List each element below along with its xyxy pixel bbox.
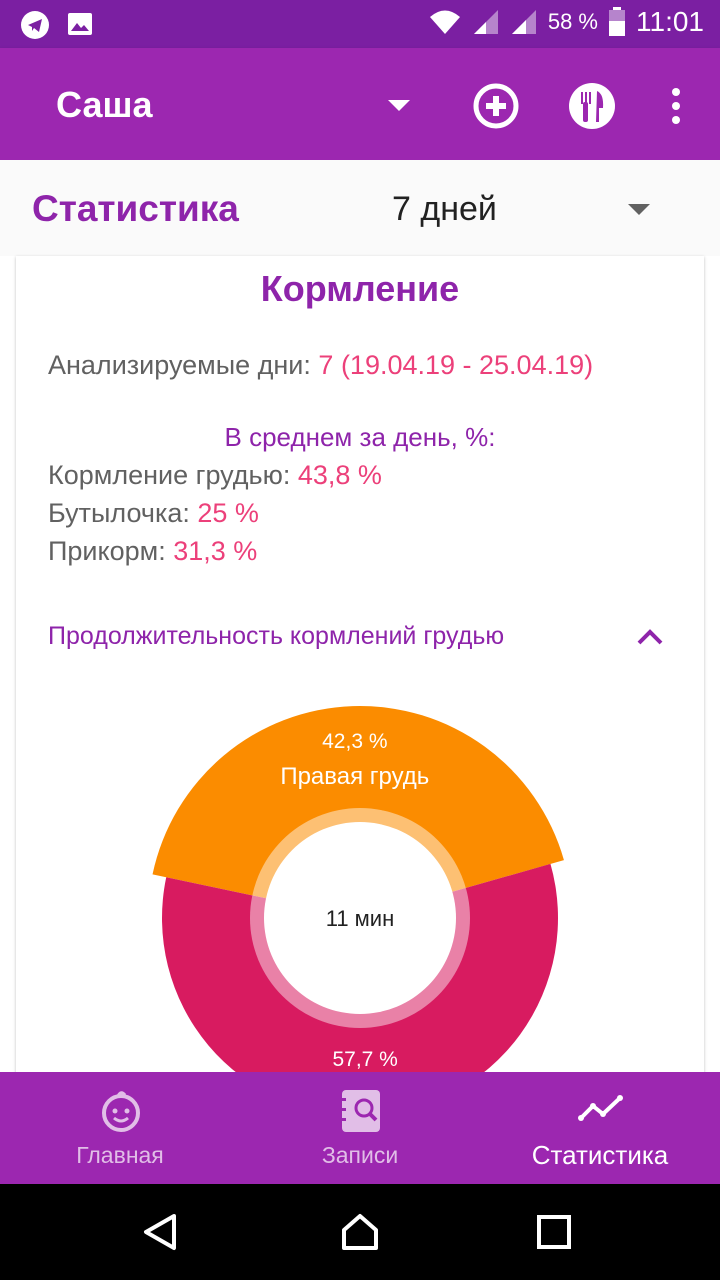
nav-records[interactable]: Записи	[240, 1072, 480, 1184]
solid-label: Прикорм:	[48, 536, 166, 566]
stats-header: Статистика 7 дней	[0, 160, 720, 256]
breast-value: 43,8 %	[297, 460, 382, 490]
center-label: 11 мин	[326, 906, 395, 931]
battery-percent: 58 %	[547, 9, 598, 34]
profile-name[interactable]: Саша	[56, 84, 153, 125]
period-dropdown-icon[interactable]	[628, 204, 650, 215]
nav-home[interactable]: Главная	[0, 1072, 240, 1184]
image-icon	[68, 13, 92, 35]
pie-slice-0	[152, 706, 564, 918]
nav-statistics-label: Статистика	[531, 1140, 669, 1170]
pie-slice-label-0: Правая грудь	[280, 763, 429, 790]
recents-icon[interactable]	[534, 1212, 574, 1252]
app-bar: Саша	[0, 48, 720, 160]
cutlery-icon[interactable]	[566, 80, 618, 132]
clock: 11:01	[636, 6, 704, 37]
status-bar: 58 % 11:01	[0, 0, 720, 48]
feeding-card: Кормление Анализируемые дни: 7 (19.04.19…	[16, 256, 704, 1096]
baby-face-icon	[102, 1091, 140, 1132]
solid-value: 31,3 %	[173, 536, 258, 566]
battery-icon	[609, 7, 625, 36]
signal-icon	[473, 10, 498, 34]
bottle-row: Бутылочка: 25 %	[48, 498, 259, 529]
back-icon[interactable]	[140, 1212, 180, 1252]
bottle-value: 25 %	[197, 498, 259, 528]
wifi-icon	[429, 10, 460, 34]
nav-statistics[interactable]: Статистика	[480, 1072, 720, 1184]
chevron-up-icon[interactable]	[636, 626, 664, 646]
bottle-label: Бутылочка:	[48, 498, 190, 528]
notebook-search-icon	[340, 1090, 380, 1132]
signal-icon-2	[511, 10, 536, 34]
donut-hole	[264, 822, 456, 1014]
system-nav-bar	[0, 1184, 720, 1280]
stats-title: Статистика	[32, 188, 239, 229]
solid-row: Прикорм: 31,3 %	[48, 536, 257, 567]
days-value: 7 (19.04.19 - 25.04.19)	[318, 350, 594, 380]
telegram-icon	[21, 11, 49, 39]
add-circle-icon[interactable]	[470, 80, 522, 132]
section-title[interactable]: Продолжительность кормлений грудью	[48, 622, 505, 650]
period-select[interactable]: 7 дней	[392, 190, 497, 228]
days-row: Анализируемые дни: 7 (19.04.19 - 25.04.1…	[48, 350, 593, 381]
trend-line-icon	[578, 1095, 623, 1121]
profile-dropdown-icon[interactable]	[388, 100, 410, 111]
breast-duration-chart: 11 мин 42,3 % Правая грудь 57,7 %	[152, 706, 564, 1096]
pie-value-label-1: 57,7 %	[332, 1048, 397, 1071]
days-label: Анализируемые дни:	[48, 350, 311, 380]
breast-row: Кормление грудью: 43,8 %	[48, 460, 382, 491]
card-title: Кормление	[260, 268, 460, 309]
nav-records-label: Записи	[321, 1142, 399, 1168]
pie-value-label-0: 42,3 %	[322, 730, 387, 753]
bottom-nav: Главная Записи Статистика	[0, 1072, 720, 1184]
home-icon[interactable]	[340, 1212, 380, 1252]
more-vert-icon[interactable]	[662, 80, 690, 132]
avg-title: В среднем за день, %:	[224, 422, 496, 452]
nav-home-label: Главная	[76, 1142, 164, 1168]
breast-label: Кормление грудью:	[48, 460, 291, 490]
